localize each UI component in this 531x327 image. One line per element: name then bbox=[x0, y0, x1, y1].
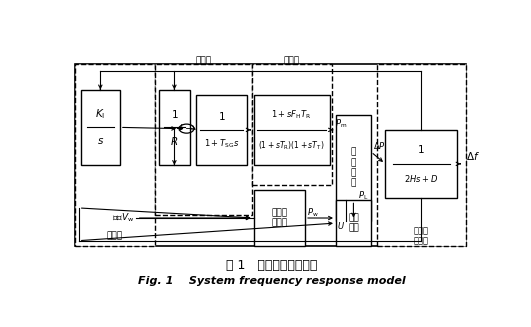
Text: $(1+sT_{\rm R})(1+sT_{\rm T})$: $(1+sT_{\rm R})(1+sT_{\rm T})$ bbox=[259, 139, 325, 152]
Text: $1+sF_{\rm H}T_{\rm R}$: $1+sF_{\rm H}T_{\rm R}$ bbox=[271, 108, 312, 121]
Bar bbox=[336, 115, 371, 220]
Text: 风电机
组模型: 风电机 组模型 bbox=[271, 208, 287, 228]
Text: $U$: $U$ bbox=[338, 220, 346, 231]
Text: 负荷
模型: 负荷 模型 bbox=[348, 213, 359, 233]
Text: $\Delta f$: $\Delta f$ bbox=[466, 150, 480, 162]
Text: 调频器: 调频器 bbox=[107, 231, 123, 240]
Text: 调速器: 调速器 bbox=[195, 56, 211, 65]
Bar bbox=[74, 64, 155, 246]
Text: $R$: $R$ bbox=[170, 135, 178, 147]
Bar bbox=[254, 190, 305, 246]
Text: $\Delta P$: $\Delta P$ bbox=[373, 140, 386, 151]
Text: $1$: $1$ bbox=[218, 110, 226, 122]
Bar bbox=[254, 95, 330, 165]
Text: $s$: $s$ bbox=[97, 136, 104, 146]
Bar bbox=[74, 64, 466, 246]
Text: $K_{\rm I}$: $K_{\rm I}$ bbox=[95, 107, 106, 121]
Text: $1$: $1$ bbox=[417, 143, 425, 155]
Text: 汽轮机: 汽轮机 bbox=[284, 56, 299, 65]
Text: 网
络
方
程: 网 络 方 程 bbox=[351, 147, 356, 188]
Text: −: − bbox=[185, 124, 194, 134]
Text: 频率响
应模型: 频率响 应模型 bbox=[414, 226, 429, 245]
Text: +: + bbox=[177, 123, 184, 132]
Bar bbox=[336, 200, 371, 246]
Text: Fig. 1    System frequency response model: Fig. 1 System frequency response model bbox=[138, 276, 406, 286]
Text: $P_{\rm L}$: $P_{\rm L}$ bbox=[357, 189, 368, 202]
Text: $2Hs+D$: $2Hs+D$ bbox=[404, 173, 439, 184]
Bar bbox=[377, 64, 466, 246]
Text: 风速$V_{\rm w}$: 风速$V_{\rm w}$ bbox=[112, 212, 134, 224]
Bar bbox=[386, 130, 457, 198]
Bar bbox=[81, 90, 120, 165]
Text: $P_{\rm w}$: $P_{\rm w}$ bbox=[307, 207, 319, 219]
Text: $1+T_{\rm SG}s$: $1+T_{\rm SG}s$ bbox=[204, 138, 239, 150]
Bar bbox=[252, 64, 332, 185]
Text: $1$: $1$ bbox=[170, 108, 178, 120]
Text: $P_{\rm m}$: $P_{\rm m}$ bbox=[335, 117, 347, 130]
Bar bbox=[155, 64, 252, 215]
Text: 图 1   系统频率响应模型: 图 1 系统频率响应模型 bbox=[226, 259, 318, 272]
Bar bbox=[196, 95, 247, 165]
Bar bbox=[159, 90, 190, 165]
